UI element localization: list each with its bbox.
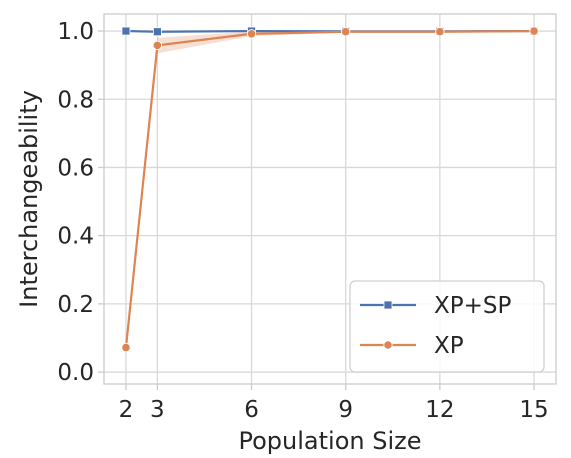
y-tick-label: 0.0 xyxy=(57,360,94,386)
data-point xyxy=(246,29,257,39)
legend-label: XP xyxy=(434,333,464,359)
y-tick-labels: 0.0 0.2 0.4 0.6 0.8 1.0 xyxy=(57,19,104,386)
data-point xyxy=(152,40,162,50)
x-tick-label: 12 xyxy=(425,397,454,423)
x-tick-label: 15 xyxy=(519,397,548,423)
legend: XP+SP XP xyxy=(349,280,545,373)
data-point xyxy=(341,27,351,37)
data-point xyxy=(152,27,162,37)
x-tick-label: 6 xyxy=(244,397,259,423)
plot-frame xyxy=(103,13,557,385)
legend-box xyxy=(349,280,545,373)
series-line xyxy=(124,29,535,348)
series-markers xyxy=(121,26,539,353)
y-tick-label: 0.8 xyxy=(57,87,94,113)
x-axis-title: Population Size xyxy=(239,427,422,455)
legend-marker xyxy=(383,300,393,310)
legend-marker xyxy=(383,340,393,350)
series-lines xyxy=(124,29,535,348)
data-point xyxy=(529,26,539,36)
x-tick-label: 2 xyxy=(119,397,134,423)
x-tick-label: 9 xyxy=(338,397,353,423)
y-axis-title: Interchangeability xyxy=(15,90,43,308)
y-tick-label: 1.0 xyxy=(57,19,94,45)
data-point xyxy=(121,26,131,36)
y-tick-label: 0.2 xyxy=(57,292,94,318)
data-point xyxy=(121,342,131,353)
x-tick-labels: 2 3 6 9 12 15 xyxy=(119,384,549,423)
y-tick-label: 0.6 xyxy=(57,155,94,181)
x-tick-label: 3 xyxy=(150,397,165,423)
y-tick-label: 0.4 xyxy=(57,224,94,250)
data-point xyxy=(435,27,445,37)
legend-label: XP+SP xyxy=(434,293,511,319)
